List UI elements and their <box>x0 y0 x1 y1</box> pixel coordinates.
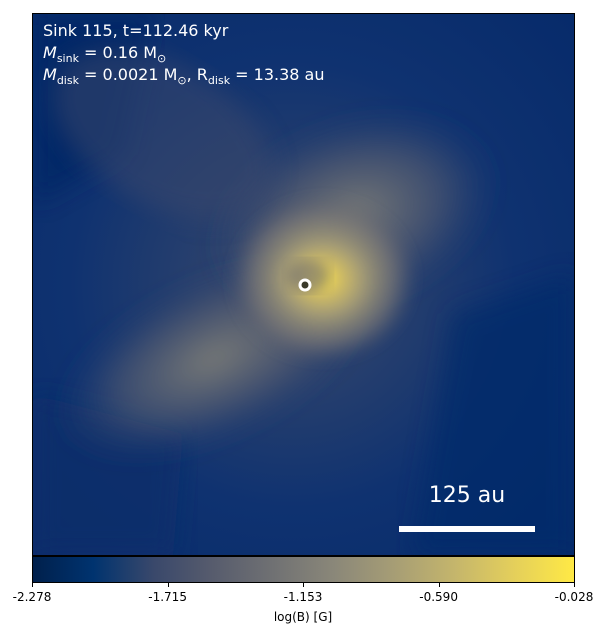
colorbar-tick <box>303 583 304 587</box>
colorbar-tick-label: -2.278 <box>12 590 52 604</box>
title-line-sink-mass: Msink = 0.16 M⊙ <box>43 43 166 69</box>
colorbar-tick-label: -0.028 <box>554 590 594 604</box>
magnetic-field-map: Sink 115, t=112.46 kyr Msink = 0.16 M⊙ M… <box>32 13 575 556</box>
solar-symbol: ⊙ <box>177 74 187 88</box>
scale-bar-label: 125 au <box>428 483 506 508</box>
colorbar-tick-label: -1.153 <box>283 590 323 604</box>
colorbar-tick <box>574 583 575 587</box>
sink-particle-marker <box>298 278 312 292</box>
colorbar-tick <box>32 583 33 587</box>
heatmap-image <box>33 14 574 555</box>
mass-symbol: M <box>43 43 57 62</box>
colorbar-tick <box>438 583 440 587</box>
core-shadow <box>286 260 330 292</box>
mass-symbol: M <box>43 65 57 84</box>
sink-mass-value: = 0.16 M <box>78 43 158 62</box>
disk-subscript: disk <box>56 74 79 88</box>
scale-bar <box>399 526 535 532</box>
upper-left-lobe <box>53 48 273 220</box>
solar-symbol: ⊙ <box>157 52 167 66</box>
colorbar-label: log(B) [G] <box>273 610 333 624</box>
disk-radius-value: = 13.38 au <box>230 65 325 84</box>
colorbar-tick <box>167 583 169 587</box>
disk-mass-value: = 0.0021 M <box>78 65 178 84</box>
colorbar-tick-label: -1.715 <box>148 590 187 604</box>
colorbar <box>32 556 575 583</box>
disk-subscript: disk <box>207 74 231 88</box>
colorbar-tick-label: -0.590 <box>419 590 458 604</box>
title-line-1: Sink 115, t=112.46 kyr <box>43 21 229 40</box>
radius-symbol: , R <box>186 65 208 84</box>
dark-region <box>413 274 574 555</box>
title-line-disk: Mdisk = 0.0021 M⊙, Rdisk = 13.38 au <box>43 65 324 91</box>
sink-subscript: sink <box>56 52 79 66</box>
